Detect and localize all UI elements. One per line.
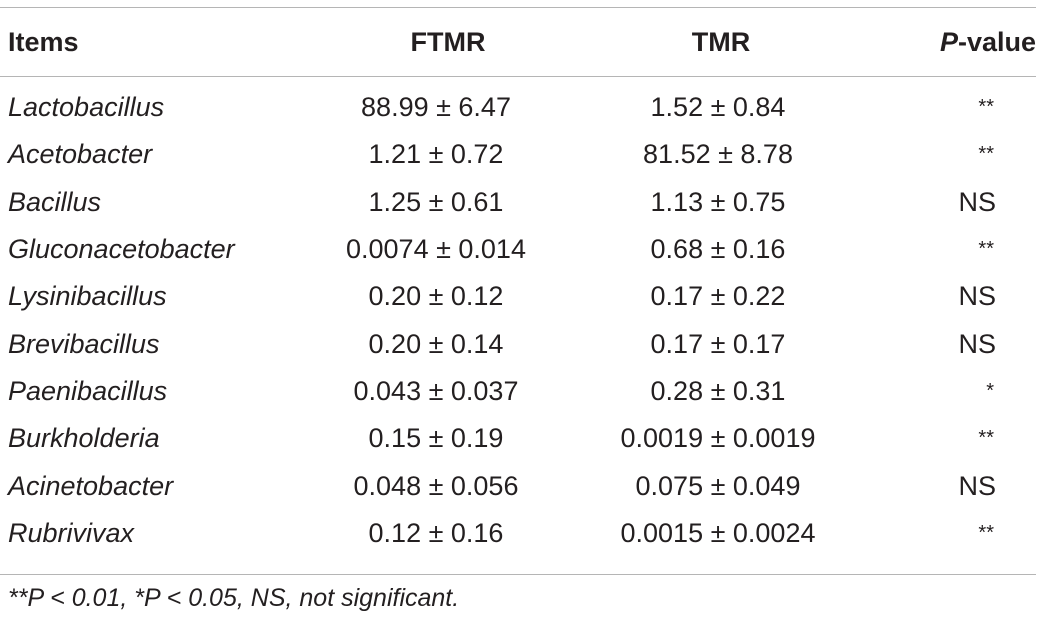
cell-ftmr: 0.043 ± 0.037 <box>353 375 519 406</box>
cell-ftmr: 0.15 ± 0.19 <box>368 423 504 454</box>
header-p-italic: P <box>939 26 958 57</box>
header-p-value: P-value <box>860 8 1036 76</box>
table-footnote: **P < 0.01, *P < 0.05, NS, not significa… <box>8 584 460 612</box>
table-row: Lactobacillus 88.99 ± 6.47 1.52 ± 0.84 *… <box>0 76 1036 131</box>
cell-item: Burkholderia <box>8 423 160 454</box>
cell-p-value: * <box>986 379 994 402</box>
cell-item: Acetobacter <box>8 139 153 170</box>
cell-p-value: NS <box>958 186 996 217</box>
cell-ftmr: 0.0074 ± 0.014 <box>346 234 526 265</box>
table-row: Bacillus 1.25 ± 0.61 1.13 ± 0.75 NS <box>0 179 1036 226</box>
cell-p-value: ** <box>978 238 994 261</box>
table-row: Paenibacillus 0.043 ± 0.037 0.28 ± 0.31 … <box>0 368 1036 415</box>
cell-item: Rubrivivax <box>8 517 135 548</box>
cell-item: Lactobacillus <box>8 92 165 123</box>
table-row: Brevibacillus 0.20 ± 0.14 0.17 ± 0.17 NS <box>0 320 1036 367</box>
cell-p-value: NS <box>958 470 996 501</box>
header-ftmr: FTMR <box>410 26 486 57</box>
cell-tmr: 1.52 ± 0.84 <box>650 92 786 123</box>
header-p-rest: -value <box>957 26 1036 57</box>
bottom-rule <box>0 574 1036 575</box>
cell-tmr: 0.0019 ± 0.0019 <box>620 423 816 454</box>
cell-tmr: 0.0015 ± 0.0024 <box>620 517 816 548</box>
cell-p-value: ** <box>978 143 994 166</box>
results-table: Items FTMR TMR P-value Lactobacillus 88.… <box>0 8 1036 557</box>
cell-p-value: NS <box>958 328 996 359</box>
table-row: Acetobacter 1.21 ± 0.72 81.52 ± 8.78 ** <box>0 131 1036 178</box>
table-row: Rubrivivax 0.12 ± 0.16 0.0015 ± 0.0024 *… <box>0 510 1036 557</box>
table-row: Acinetobacter 0.048 ± 0.056 0.075 ± 0.04… <box>0 462 1036 509</box>
cell-item: Bacillus <box>8 186 102 217</box>
cell-p-value: ** <box>978 427 994 450</box>
cell-ftmr: 0.20 ± 0.14 <box>368 328 504 359</box>
cell-p-value: ** <box>978 521 994 544</box>
top-rule <box>0 7 1036 8</box>
cell-item: Lysinibacillus <box>8 281 167 312</box>
cell-ftmr: 0.12 ± 0.16 <box>368 517 504 548</box>
cell-tmr: 0.17 ± 0.17 <box>650 328 786 359</box>
table-row: Lysinibacillus 0.20 ± 0.12 0.17 ± 0.22 N… <box>0 273 1036 320</box>
cell-ftmr: 88.99 ± 6.47 <box>361 92 511 123</box>
cell-ftmr: 1.21 ± 0.72 <box>368 139 504 170</box>
cell-item: Acinetobacter <box>8 470 174 501</box>
cell-tmr: 0.28 ± 0.31 <box>650 375 786 406</box>
cell-p-value: ** <box>978 96 994 119</box>
cell-tmr: 0.075 ± 0.049 <box>635 470 801 501</box>
cell-ftmr: 1.25 ± 0.61 <box>368 186 504 217</box>
header-row: Items FTMR TMR P-value <box>0 8 1036 76</box>
header-rule <box>0 76 1036 77</box>
table-row: Burkholderia 0.15 ± 0.19 0.0019 ± 0.0019… <box>0 415 1036 462</box>
cell-item: Paenibacillus <box>8 375 168 406</box>
header-items: Items <box>8 26 79 57</box>
header-tmr: TMR <box>691 26 751 57</box>
cell-ftmr: 0.048 ± 0.056 <box>353 470 519 501</box>
table-row: Gluconacetobacter 0.0074 ± 0.014 0.68 ± … <box>0 226 1036 273</box>
cell-tmr: 0.68 ± 0.16 <box>650 234 786 265</box>
cell-p-value: NS <box>958 281 996 312</box>
cell-tmr: 1.13 ± 0.75 <box>650 186 786 217</box>
cell-tmr: 0.17 ± 0.22 <box>650 281 786 312</box>
cell-ftmr: 0.20 ± 0.12 <box>368 281 504 312</box>
cell-item: Gluconacetobacter <box>8 234 235 265</box>
cell-item: Brevibacillus <box>8 328 160 359</box>
cell-tmr: 81.52 ± 8.78 <box>643 139 793 170</box>
